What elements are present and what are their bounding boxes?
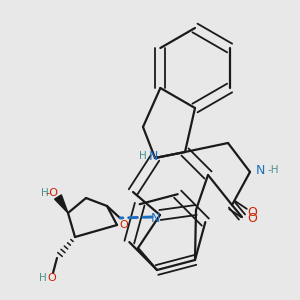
Text: N: N [148,149,158,163]
Text: -H: -H [267,165,279,175]
Text: -O: -O [46,188,59,198]
Polygon shape [55,195,68,213]
Text: O: O [247,212,257,226]
Text: H: H [139,151,147,161]
Text: H: H [41,188,49,198]
Text: N: N [150,212,160,226]
Text: O: O [120,220,128,230]
Text: O: O [247,206,257,220]
Text: N: N [255,164,265,176]
Text: O: O [48,273,56,283]
Text: H: H [39,273,47,283]
